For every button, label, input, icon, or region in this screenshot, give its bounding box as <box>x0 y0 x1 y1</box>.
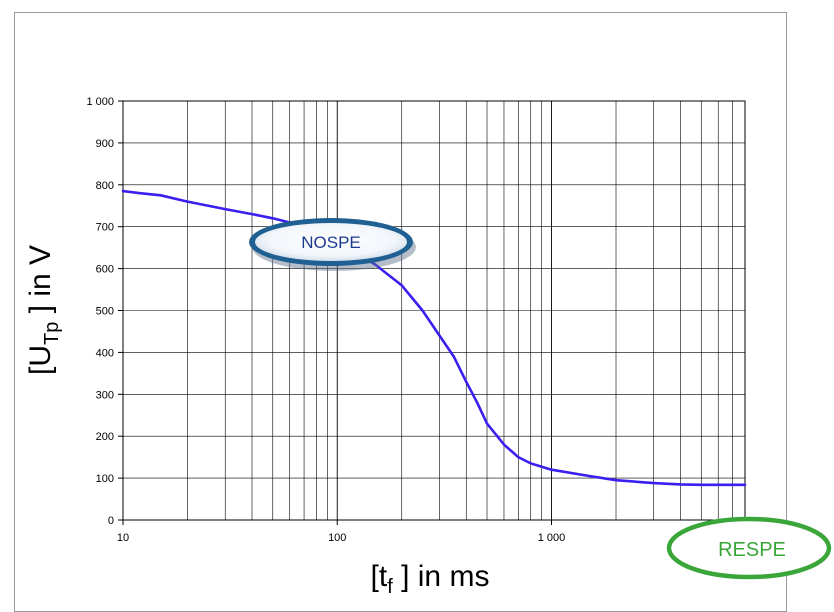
nospe-label: NOSPE <box>301 233 361 252</box>
respe-callout: RESPE <box>666 516 832 580</box>
y-tick-label: 200 <box>96 431 114 443</box>
series-line <box>121 189 747 487</box>
nospe-callout: NOSPE <box>249 218 416 271</box>
y-axis-title-sub: Tp <box>41 322 63 345</box>
chart-frame <box>14 12 787 612</box>
y-tick-label: 800 <box>96 180 114 192</box>
respe-callout-body <box>666 516 832 580</box>
y-axis-title: [UTp ] in V <box>24 245 63 375</box>
x-tick-label: 10 <box>117 532 129 544</box>
x-axis-title-post: ] in ms <box>393 560 490 593</box>
y-axis-title-pre: [U <box>24 345 57 375</box>
x-tick-label: 100 <box>328 532 346 544</box>
y-tick-label: 100 <box>96 473 114 485</box>
respe-label: RESPE <box>718 539 786 561</box>
x-axis-title-sub: f <box>387 576 393 598</box>
chart-series <box>121 189 747 487</box>
x-tick-label: 1 000 <box>538 532 566 544</box>
y-tick-label: 700 <box>96 222 114 234</box>
y-tick-label: 900 <box>96 138 114 150</box>
y-tick-label: 600 <box>96 264 114 276</box>
x-axis-title: [tf ] in ms <box>371 560 490 598</box>
chart-grid <box>122 100 746 521</box>
x-axis-title-pre: [t <box>371 560 388 593</box>
y-tick-label: 300 <box>96 389 114 401</box>
y-tick-label: 400 <box>96 347 114 359</box>
y-axis-title-post: ] in V <box>24 245 57 322</box>
chart-ticks: 0 100 200 300 400 500 600 700 800 900 1 000 10 100 1 … <box>86 96 565 544</box>
y-tick-label: 1 000 <box>86 96 114 108</box>
y-tick-label: 0 <box>108 515 114 527</box>
chart: 0 100 200 300 400 500 600 700 800 900 1 000 10 100 1 … <box>24 96 832 598</box>
nospe-callout-body <box>255 223 407 261</box>
y-tick-label: 500 <box>96 306 114 318</box>
